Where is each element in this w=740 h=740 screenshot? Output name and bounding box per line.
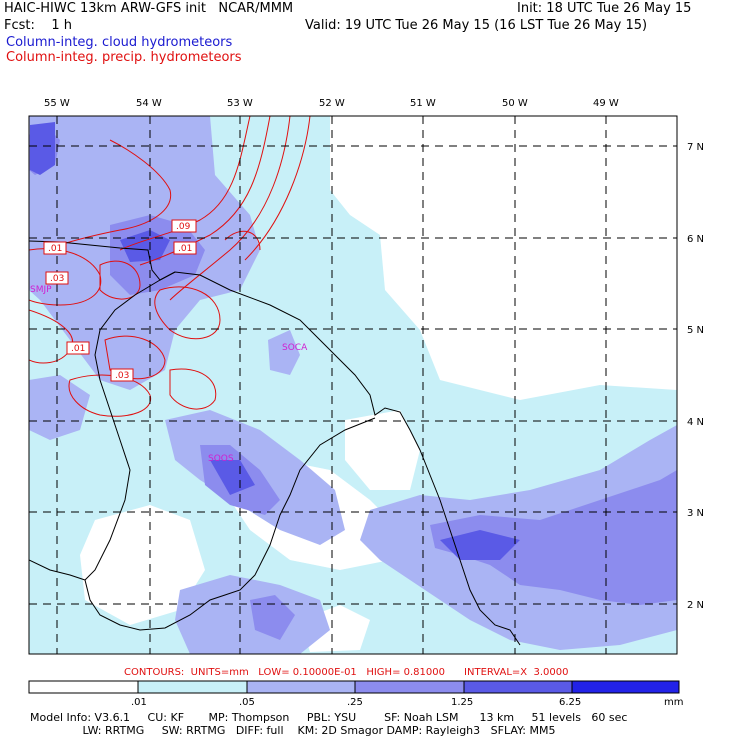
- contour-label-3: .03: [50, 274, 64, 284]
- colorbar-label-0: .01: [131, 697, 147, 708]
- coastline: [29, 240, 521, 646]
- map-frame: [28, 115, 678, 655]
- colorbar-label-3: 1.25: [451, 697, 473, 708]
- field-precip-label: Column-integ. precip. hydrometeors: [6, 50, 242, 65]
- lon-label-50: 50 W: [502, 98, 528, 109]
- colorbar: [28, 680, 680, 694]
- valid-time: Valid: 19 UTC Tue 26 May 15 (16 LST Tue …: [305, 18, 648, 33]
- lon-label-51: 51 W: [410, 98, 436, 109]
- colorbar-label-4: 6.25: [559, 697, 581, 708]
- colorbar-labels: .01 .05 .25 1.25 6.25 mm: [131, 697, 683, 708]
- colorbar-label-2: .25: [347, 697, 363, 708]
- station-soca: SOCA: [282, 343, 308, 353]
- colorbar-label-5: mm: [664, 697, 683, 708]
- model-info-line2: LW: RRTMG SW: RRTMG DIFF: full KM: 2D Sm…: [30, 724, 556, 737]
- colorbar-label-1: .05: [239, 697, 255, 708]
- title-left-1: HAIC-HIWC 13km ARW-GFS init NCAR/MMM: [4, 1, 294, 16]
- contour-label-5: .03: [115, 371, 129, 381]
- lat-label-2: 2 N: [687, 600, 704, 611]
- station-smjp: SMJP: [30, 285, 52, 295]
- lon-labels: 55 W 54 W 53 W 52 W 51 W 50 W 49 W: [44, 98, 619, 109]
- lat-label-6: 6 N: [687, 234, 704, 245]
- contour-label-4: .01: [71, 344, 85, 354]
- contour-info: CONTOURS: UNITS=mm LOW= 0.10000E-01 HIGH…: [124, 667, 569, 678]
- model-info-line1: Model Info: V3.6.1 CU: KF MP: Thompson P…: [30, 711, 628, 724]
- contour-label-1: .01: [178, 244, 192, 254]
- lon-label-55: 55 W: [44, 98, 70, 109]
- lat-label-5: 5 N: [687, 325, 704, 336]
- title-left-2: Fcst: 1 h: [4, 18, 73, 33]
- lon-label-49: 49 W: [593, 98, 619, 109]
- contour-labels: .09 .01 .01 .03 .01 .03: [43, 219, 197, 382]
- lat-label-4: 4 N: [687, 417, 704, 428]
- graticule: [29, 116, 677, 654]
- lon-label-53: 53 W: [227, 98, 253, 109]
- lon-label-54: 54 W: [136, 98, 162, 109]
- lat-label-7: 7 N: [687, 142, 704, 153]
- lon-label-52: 52 W: [319, 98, 345, 109]
- lat-labels: 7 N 6 N 5 N 4 N 3 N 2 N: [687, 142, 704, 611]
- contour-label-2: .01: [48, 244, 62, 254]
- field-cloud-label: Column-integ. cloud hydrometeors: [6, 35, 233, 50]
- init-time: Init: 18 UTC Tue 26 May 15: [517, 1, 692, 16]
- lat-label-3: 3 N: [687, 508, 704, 519]
- cloud-field: .09 .01 .01 .03 .01 .03 SMJP SOCA SOOS: [29, 116, 677, 654]
- contour-label-0: .09: [176, 222, 191, 232]
- station-labels: SMJP SOCA SOOS: [30, 285, 308, 464]
- station-soos: SOOS: [208, 454, 234, 464]
